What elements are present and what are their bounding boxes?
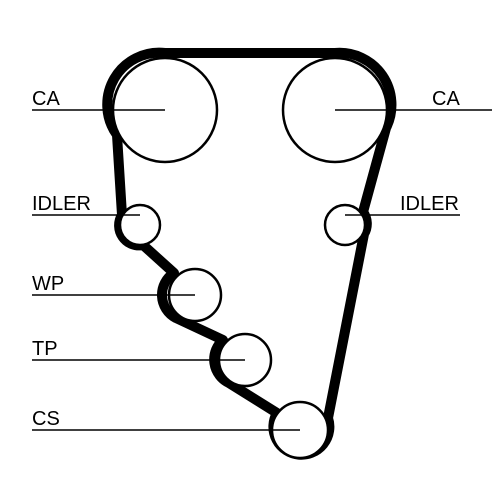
- pulley-idler_l: [120, 205, 160, 245]
- leader-lines-group: [32, 110, 492, 430]
- label-ca_right: CA: [432, 88, 460, 110]
- timing-belt-diagram: CA CA IDLER IDLER WP TP CS: [0, 0, 500, 500]
- label-idler_r: IDLER: [400, 193, 459, 215]
- label-wp: WP: [32, 273, 64, 295]
- label-cs: CS: [32, 408, 60, 430]
- pulley-idler_r: [325, 205, 365, 245]
- label-ca_left: CA: [32, 88, 60, 110]
- label-idler_l: IDLER: [32, 193, 91, 215]
- label-tp: TP: [32, 338, 58, 360]
